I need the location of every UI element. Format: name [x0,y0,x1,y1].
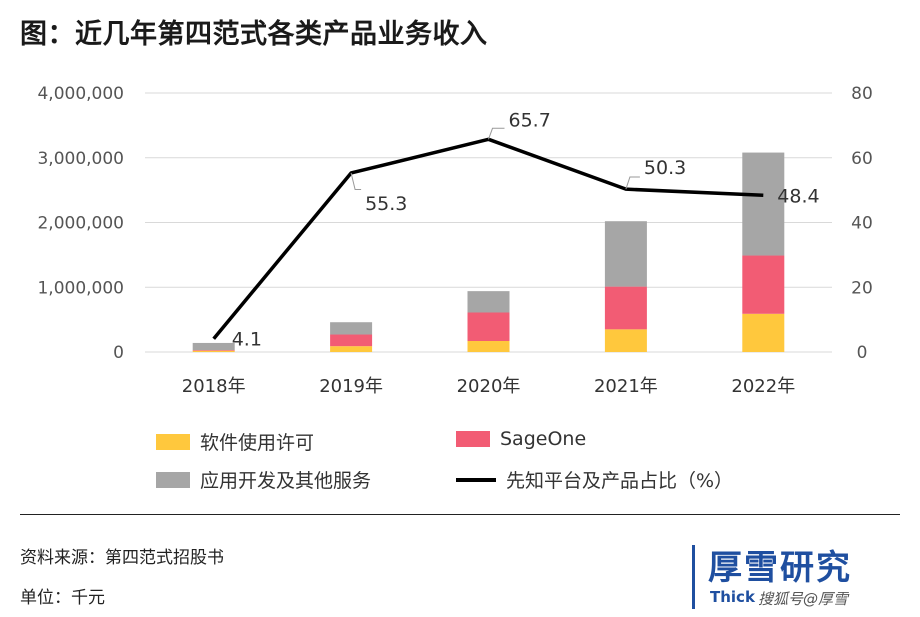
legend-item-license: 软件使用许可 [156,428,314,455]
y2-axis-ticks: 0 20 40 60 80 [851,84,873,363]
x-category-label: 2020年 [457,376,521,397]
bar-segment-0-1 [330,346,373,352]
x-category-label: 2019年 [319,376,383,397]
label-leader [350,172,362,190]
bar-segment-1-0 [192,350,235,351]
bar-segment-1-2 [467,312,510,341]
grid-lines [145,92,832,353]
footer-source: 资料来源：第四范式招股书 [20,548,224,568]
ratio-data-label: 65.7 [509,109,551,131]
bar-segment-0-3 [604,329,647,352]
legend-swatch-sageone [456,431,490,447]
y2-tick-label: 20 [851,278,873,298]
footer-divider [20,514,900,515]
footer-unit: 单位：千元 [20,588,105,608]
y2-tick-label: 60 [851,149,873,169]
y-tick-label: 2,000,000 [37,214,124,234]
y2-tick-label: 80 [851,84,873,104]
brand-name: 厚雪研究 [708,548,852,588]
bar-segment-1-3 [604,286,647,330]
ratio-data-label: 50.3 [644,157,686,179]
x-category-label: 2018年 [182,376,246,397]
bar-segment-2-0 [192,342,235,351]
y2-tick-label: 40 [851,214,873,234]
platform-watermark: 搜狐号@厚雪 [758,590,849,608]
y-tick-label: 1,000,000 [37,278,124,298]
legend-item-sageone: SageOne [456,428,586,450]
legend-label-license: 软件使用许可 [200,432,315,454]
legend-swatch-ratio [456,477,496,482]
legend-label-sageone: SageOne [500,428,587,450]
legend-swatch-license [156,433,190,450]
label-leader [625,176,640,190]
x-category-label: 2022年 [731,376,795,397]
y-tick-label: 4,000,000 [37,84,124,104]
line-series: 4.1 55.3 65.7 50.3 48.4 [212,109,820,351]
legend-label-ratio: 先知平台及产品占比（%） [506,470,734,492]
x-category-label: 2021年 [594,376,658,397]
label-leader [488,127,505,140]
y-tick-label: 3,000,000 [37,149,124,169]
ratio-data-label: 48.4 [777,185,819,207]
y-axis-ticks: 0 1,000,000 2,000,000 3,000,000 4,000,000 [37,84,124,363]
bar-segment-1-1 [330,334,373,347]
ratio-data-label: 55.3 [365,193,407,215]
bar-segment-2-4 [742,152,785,256]
x-axis-categories: 2018年 2019年 2020年 2021年 2022年 [182,376,795,397]
legend-item-ratio: 先知平台及产品占比（%） [456,466,733,493]
bar-segment-2-2 [467,291,510,313]
bar-segment-0-0 [192,350,235,352]
bars [192,152,785,352]
bar-segment-0-4 [742,313,785,352]
y2-tick-label: 0 [857,343,868,363]
legend-item-services: 应用开发及其他服务 [156,466,371,493]
chart-title: 图：近几年第四范式各类产品业务收入 [20,19,488,50]
legend-swatch-services [156,471,190,488]
y-tick-label: 0 [113,343,124,363]
ratio-data-label: 4.1 [232,329,262,351]
legend-label-services: 应用开发及其他服务 [200,470,372,492]
brand-divider [692,545,695,609]
chart-canvas: 0 1,000,000 2,000,000 3,000,000 4,000,000 0 2… [37,84,873,397]
bar-segment-0-2 [467,340,510,352]
bar-segment-2-3 [604,221,647,287]
bar-segment-1-4 [742,255,785,314]
brand-name-en: Thick [710,588,755,606]
bar-segment-2-1 [330,322,373,335]
